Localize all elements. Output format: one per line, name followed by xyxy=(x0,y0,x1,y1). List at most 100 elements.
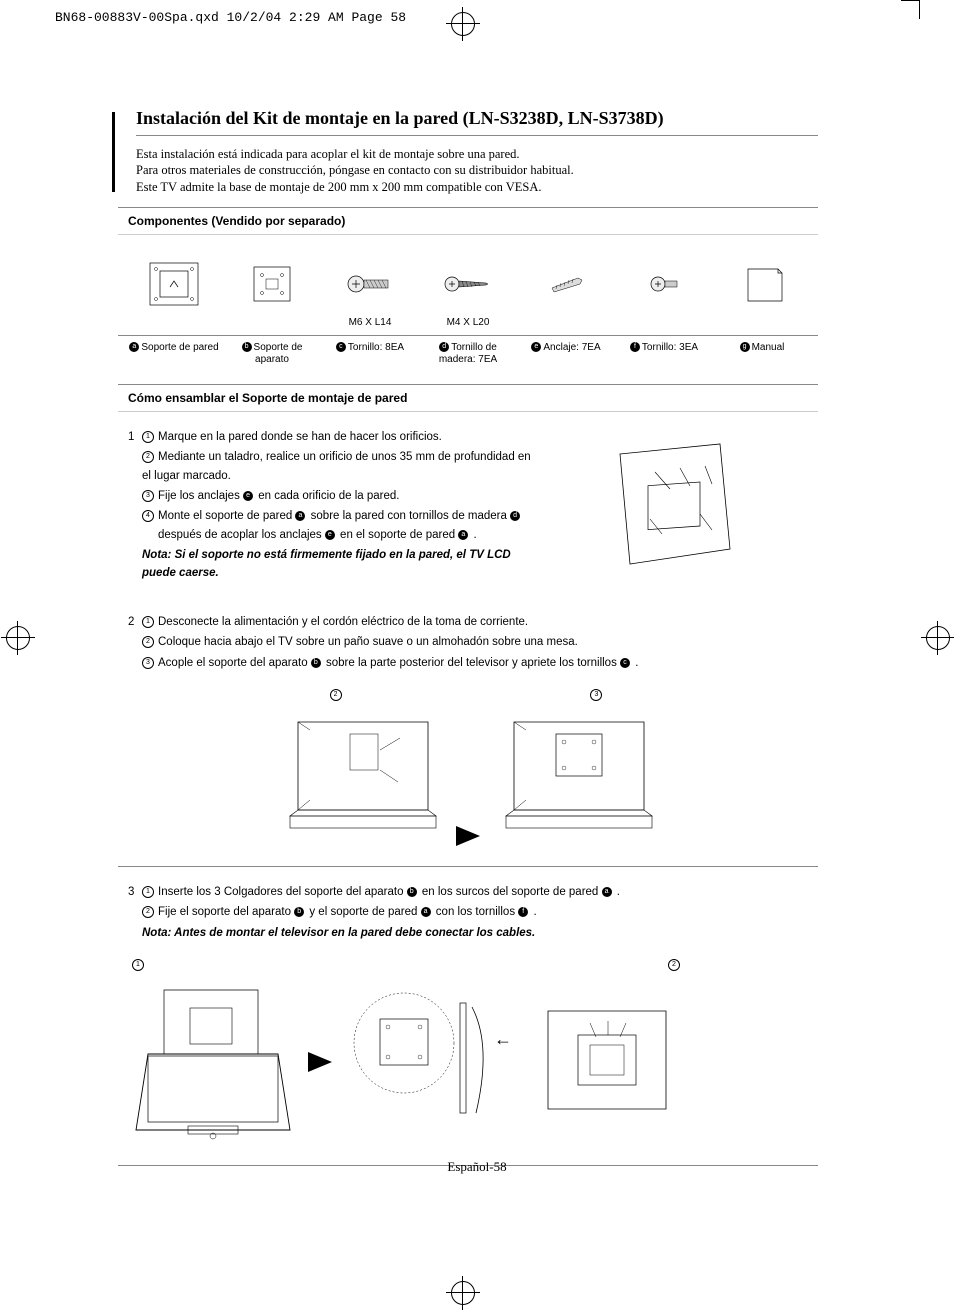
comp-label: gManual xyxy=(716,342,808,366)
ref-icon: d xyxy=(510,511,520,521)
component-item xyxy=(520,255,612,335)
component-item xyxy=(226,255,318,335)
page: BN68-00883V-00Spa.qxd 10/2/04 2:29 AM Pa… xyxy=(0,0,954,1315)
components-header: Componentes (Vendido por separado) xyxy=(118,207,818,235)
substep-icon: 2 xyxy=(142,906,154,918)
component-item xyxy=(128,255,220,335)
comp-label: fTornillo: 3EA xyxy=(618,342,710,366)
component-item xyxy=(716,255,808,335)
comp-sublabel xyxy=(520,317,612,329)
ref-icon: b xyxy=(311,658,321,668)
arrow-right-icon xyxy=(456,826,480,846)
anchor-icon xyxy=(520,255,612,313)
step-number: 1 xyxy=(128,428,142,585)
final-mount-diagram-icon xyxy=(532,995,682,1130)
accent-bar xyxy=(112,112,115,192)
ref-icon: g xyxy=(740,342,750,352)
comp-sublabel xyxy=(716,317,808,329)
intro-text: Esta instalación está indicada para acop… xyxy=(136,146,818,195)
step-2-figures: 2 3 xyxy=(128,686,808,846)
ref-icon: b xyxy=(242,342,252,352)
crop-mark-left-icon xyxy=(6,626,30,650)
substep-icon: 1 xyxy=(142,431,154,443)
tv-hang-diagram-icon xyxy=(128,980,298,1145)
ref-icon: a xyxy=(602,887,612,897)
intro-line: Esta instalación está indicada para acop… xyxy=(136,146,818,162)
step-number: 3 xyxy=(128,883,142,944)
content-area: Instalación del Kit de montaje en la par… xyxy=(118,108,818,1166)
intro-line: Este TV admite la base de montaje de 200… xyxy=(136,179,818,195)
page-footer: Español-58 xyxy=(0,1159,954,1175)
step-1-note: Nota: Si el soporte no está firmemente f… xyxy=(142,546,542,583)
assembly-header: Cómo ensamblar el Soporte de montaje de … xyxy=(118,384,818,412)
ref-icon: b xyxy=(407,887,417,897)
corner-mark xyxy=(901,0,920,19)
page-title: Instalación del Kit de montaje en la par… xyxy=(136,108,818,136)
file-header: BN68-00883V-00Spa.qxd 10/2/04 2:29 AM Pa… xyxy=(55,10,406,25)
ref-icon: b xyxy=(294,907,304,917)
substep-icon: 2 xyxy=(142,636,154,648)
crop-mark-top-icon xyxy=(451,12,475,36)
step-3-note: Nota: Antes de montar el televisor en la… xyxy=(142,924,808,942)
substep-icon: 3 xyxy=(142,657,154,669)
ref-icon: a xyxy=(421,907,431,917)
comp-sublabel xyxy=(128,317,220,329)
wall-bracket-icon xyxy=(128,255,220,313)
substep-icon: 1 xyxy=(142,616,154,628)
comp-sublabel xyxy=(226,317,318,329)
crop-mark-right-icon xyxy=(926,626,950,650)
wall-mount-diagram-icon xyxy=(600,434,750,574)
ref-icon: e xyxy=(243,491,253,501)
component-labels-row: aSoporte de pared bSoporte de aparato cT… xyxy=(118,335,818,372)
ref-icon: f xyxy=(630,342,640,352)
svg-text:←: ← xyxy=(494,1029,512,1049)
ref-icon: c xyxy=(620,658,630,668)
fig-label: 2 xyxy=(668,959,680,971)
ref-icon: a xyxy=(129,342,139,352)
substep-icon: 4 xyxy=(142,510,154,522)
step-3-figure-row: ← xyxy=(128,980,808,1145)
crop-mark-bottom-icon xyxy=(451,1281,475,1305)
substep-icon: 3 xyxy=(142,490,154,502)
comp-label: dTornillo de madera: 7EA xyxy=(422,342,514,366)
ref-icon: e xyxy=(531,342,541,352)
bracket-detail-diagram-icon: ← xyxy=(342,985,522,1140)
screw-small-icon xyxy=(618,255,710,313)
ref-icon: a xyxy=(295,511,305,521)
components-row: M6 X L14 M4 X L20 xyxy=(118,255,818,335)
step-1-figure xyxy=(542,428,808,585)
comp-sublabel: M6 X L14 xyxy=(324,317,416,329)
comp-label: eAnclaje: 7EA xyxy=(520,342,612,366)
component-item xyxy=(618,255,710,335)
step-3-text: 1Inserte los 3 Colgadores del soporte de… xyxy=(142,883,808,944)
step-1: 1 1Marque en la pared donde se han de ha… xyxy=(118,428,818,585)
step-3-figures: 1 2 xyxy=(128,956,808,974)
fig-label: 3 xyxy=(590,689,602,701)
tv-back-assembled-icon xyxy=(496,827,656,844)
ref-icon: f xyxy=(518,907,528,917)
comp-sublabel xyxy=(618,317,710,329)
manual-icon xyxy=(716,255,808,313)
step-2: 2 1Desconecte la alimentación y el cordó… xyxy=(118,613,818,846)
screw-icon xyxy=(324,255,416,313)
step-1-text: 1Marque en la pared donde se han de hace… xyxy=(142,428,542,585)
comp-label: cTornillo: 8EA xyxy=(324,342,416,366)
intro-line: Para otros materiales de construcción, p… xyxy=(136,162,818,178)
ref-icon: a xyxy=(458,530,468,540)
step-number: 2 xyxy=(128,613,142,674)
divider xyxy=(118,866,818,867)
tv-back-diagram-icon xyxy=(280,827,444,844)
component-item: M6 X L14 xyxy=(324,255,416,335)
comp-label: bSoporte de aparato xyxy=(226,342,318,366)
fig-label: 2 xyxy=(330,689,342,701)
ref-icon: c xyxy=(336,342,346,352)
substep-icon: 2 xyxy=(142,451,154,463)
step-2-text: 1Desconecte la alimentación y el cordón … xyxy=(142,613,808,674)
fig-label: 1 xyxy=(132,959,144,971)
step-3: 3 1Inserte los 3 Colgadores del soporte … xyxy=(118,883,818,1145)
comp-sublabel: M4 X L20 xyxy=(422,317,514,329)
arrow-right-icon xyxy=(308,1052,332,1072)
comp-label: aSoporte de pared xyxy=(128,342,220,366)
component-item: M4 X L20 xyxy=(422,255,514,335)
ref-icon: d xyxy=(439,342,449,352)
